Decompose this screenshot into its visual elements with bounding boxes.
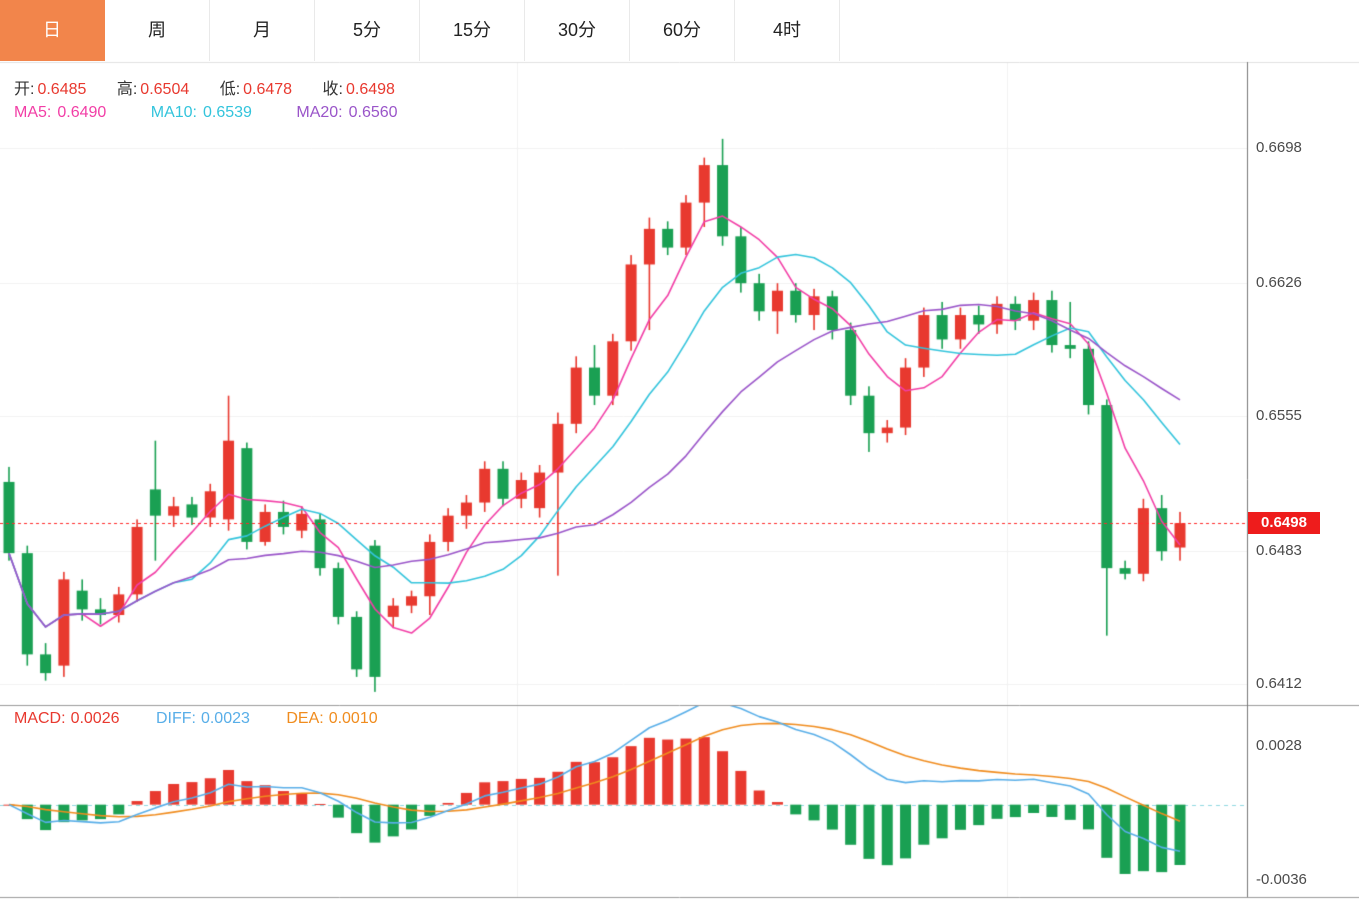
dea-value-readout: DEA: 0.0010: [286, 710, 377, 727]
high-label: 高:: [116, 81, 138, 98]
ma20-readout: MA20: 0.6560: [296, 104, 397, 121]
diff-value: 0.0023: [200, 710, 250, 727]
diff-value-readout: DIFF: 0.0023: [156, 710, 250, 727]
ma20-value: 0.6560: [348, 104, 398, 121]
tab-month[interactable]: 月: [210, 0, 315, 61]
open-value: 0.6485: [37, 81, 87, 98]
dea-value: 0.0010: [328, 710, 378, 727]
tab-4hour[interactable]: 4时: [735, 0, 840, 61]
ma10-readout: MA10: 0.6539: [151, 104, 252, 121]
price-axis-label: 0.6555: [1256, 407, 1302, 424]
last-price-badge: 0.6498: [1248, 512, 1320, 534]
price-axis-label: 0.6626: [1256, 274, 1302, 291]
ma20-label: MA20:: [296, 104, 343, 121]
tab-5min[interactable]: 5分: [315, 0, 420, 61]
tab-day[interactable]: 日: [0, 0, 105, 61]
ma5-label: MA5:: [14, 104, 52, 121]
timeframe-tabbar: 日 周 月 5分 15分 30分 60分 4时: [0, 0, 840, 61]
tab-week[interactable]: 周: [105, 0, 210, 61]
low-value: 0.6478: [243, 81, 293, 98]
high-readout: 高: 0.6504: [117, 81, 189, 98]
ma-readout: MA5: 0.6490 MA10: 0.6539 MA20: 0.6560: [14, 104, 438, 122]
tab-30min[interactable]: 30分: [525, 0, 630, 61]
open-label: 开:: [14, 81, 35, 98]
tab-15min[interactable]: 15分: [420, 0, 525, 61]
diff-label: DIFF:: [155, 710, 196, 727]
tab-60min[interactable]: 60分: [630, 0, 735, 61]
close-readout: 收: 0.6498: [323, 81, 395, 98]
ma10-label: MA10:: [150, 104, 197, 121]
ma10-value: 0.6539: [202, 104, 252, 121]
ohlc-readout: 开: 0.6485 高: 0.6504 低: 0.6478 收: 0.6498: [14, 75, 421, 99]
macd-axis-label: 0.0028: [1256, 737, 1302, 754]
price-axis-label: 0.6483: [1256, 542, 1302, 559]
close-label: 收:: [322, 81, 343, 98]
macd-value: 0.0026: [70, 710, 120, 727]
low-readout: 低: 0.6478: [220, 81, 292, 98]
ma5-value: 0.6490: [57, 104, 107, 121]
macd-value-readout: MACD: 0.0026: [14, 710, 120, 727]
low-label: 低:: [219, 81, 241, 98]
price-axis-label: 0.6698: [1256, 139, 1302, 156]
macd-label: MACD:: [14, 710, 66, 727]
price-axis-label: 0.6412: [1256, 675, 1302, 692]
open-readout: 开: 0.6485: [14, 81, 86, 98]
ma5-readout: MA5: 0.6490: [14, 104, 106, 121]
macd-readout: MACD: 0.0026 DIFF: 0.0023 DEA: 0.0010: [14, 710, 410, 728]
high-value: 0.6504: [140, 81, 190, 98]
macd-axis-label: -0.0036: [1256, 871, 1307, 888]
dea-label: DEA:: [286, 710, 324, 727]
close-value: 0.6498: [345, 81, 395, 98]
